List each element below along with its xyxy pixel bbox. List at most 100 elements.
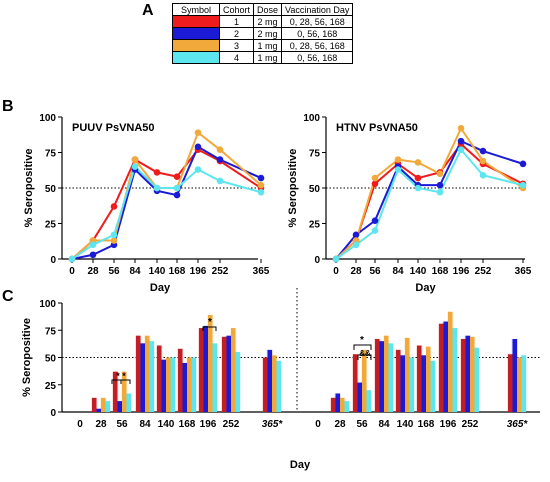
x-tick-label: 365 — [515, 266, 532, 277]
significance-marker: * — [208, 317, 212, 328]
data-point — [173, 184, 181, 192]
data-point — [216, 177, 224, 185]
x-tick-label: 56 — [116, 419, 128, 430]
data-point — [519, 160, 527, 168]
bar — [170, 357, 175, 412]
y-tick-label: 100 — [303, 113, 320, 124]
x-tick-label: 252 — [475, 266, 492, 277]
bar — [340, 397, 345, 412]
data-point — [414, 159, 422, 166]
bar — [388, 343, 393, 412]
significance-marker: * * — [116, 371, 126, 381]
data-point — [194, 143, 202, 151]
bar — [379, 341, 384, 412]
bar — [178, 348, 183, 412]
bar — [362, 349, 367, 412]
chart-title: PUUV PsVNA50 — [72, 122, 155, 134]
y-tick-label: 0 — [314, 255, 320, 266]
bar — [439, 323, 444, 412]
bar — [430, 360, 435, 412]
data-point — [414, 174, 422, 182]
data-point — [216, 156, 224, 163]
x-axis-label: Day — [290, 459, 311, 471]
x-tick-label: 140 — [397, 419, 414, 430]
y-tick-label: 100 — [39, 113, 56, 124]
data-point — [89, 241, 97, 249]
x-tick-label: 196 — [200, 419, 217, 430]
data-point — [394, 166, 402, 173]
x-tick-label: 140 — [158, 419, 175, 430]
data-point — [257, 181, 265, 189]
y-tick-label: 0 — [50, 255, 56, 266]
chart-title: HTNV PsVNA50 — [336, 122, 418, 134]
y-axis-label: % Seropositive — [287, 149, 299, 228]
data-point — [352, 231, 360, 239]
bar — [508, 354, 513, 412]
bar — [157, 345, 162, 412]
bar — [400, 355, 405, 412]
bar — [517, 357, 522, 412]
bar — [263, 357, 268, 412]
y-axis-label: % Seropositive — [21, 318, 33, 397]
data-point — [153, 184, 161, 192]
bar — [267, 349, 272, 412]
bar — [208, 314, 213, 412]
x-tick-label: 168 — [179, 419, 196, 430]
x-tick-label: 252 — [462, 419, 479, 430]
vaccination-day-cell: 0, 56, 168 — [281, 51, 354, 64]
cohort-cell: 4 — [218, 51, 255, 64]
bar — [105, 401, 110, 412]
significance-bracket — [111, 379, 131, 384]
bar — [222, 336, 227, 412]
x-tick-label: 252 — [223, 419, 240, 430]
x-axis-label: Day — [415, 282, 436, 294]
x-tick-label: 252 — [212, 266, 229, 277]
bar — [126, 393, 131, 412]
bar — [136, 335, 141, 412]
bar — [335, 393, 340, 412]
bar — [465, 335, 470, 412]
y-tick-label: 50 — [45, 184, 57, 195]
bar — [452, 328, 457, 412]
data-point — [89, 251, 97, 259]
bar — [182, 362, 187, 412]
x-tick-label: 196 — [440, 419, 457, 430]
bar — [384, 335, 389, 412]
bar — [145, 335, 150, 412]
data-point — [216, 146, 224, 153]
bar — [353, 354, 358, 412]
bar — [521, 355, 526, 412]
bar — [409, 357, 414, 412]
bar — [405, 337, 410, 412]
x-tick-label: 84 — [129, 266, 141, 277]
bar — [199, 328, 204, 412]
x-tick-label: 168 — [169, 266, 186, 277]
x-tick-label: 0 — [333, 266, 339, 277]
bar — [470, 336, 475, 412]
symbol-swatch — [172, 39, 220, 52]
bar — [191, 357, 196, 412]
bar — [226, 335, 231, 412]
bar — [203, 325, 208, 412]
bar — [512, 338, 517, 412]
data-point — [110, 203, 118, 210]
data-point — [436, 181, 444, 189]
x-tick-label: 28 — [350, 266, 362, 277]
data-point — [257, 174, 265, 182]
data-point — [194, 166, 202, 173]
x-tick-label: 168 — [432, 266, 449, 277]
x-tick-label: 365* — [507, 419, 529, 430]
bar — [344, 401, 349, 412]
data-point — [257, 188, 265, 196]
bar — [357, 382, 362, 412]
bar — [149, 341, 154, 412]
y-tick-label: 25 — [45, 220, 57, 231]
bar — [92, 397, 97, 412]
x-tick-label: 0 — [69, 266, 75, 277]
bar — [235, 352, 240, 412]
x-tick-label: 28 — [334, 419, 346, 430]
bar — [366, 390, 371, 412]
